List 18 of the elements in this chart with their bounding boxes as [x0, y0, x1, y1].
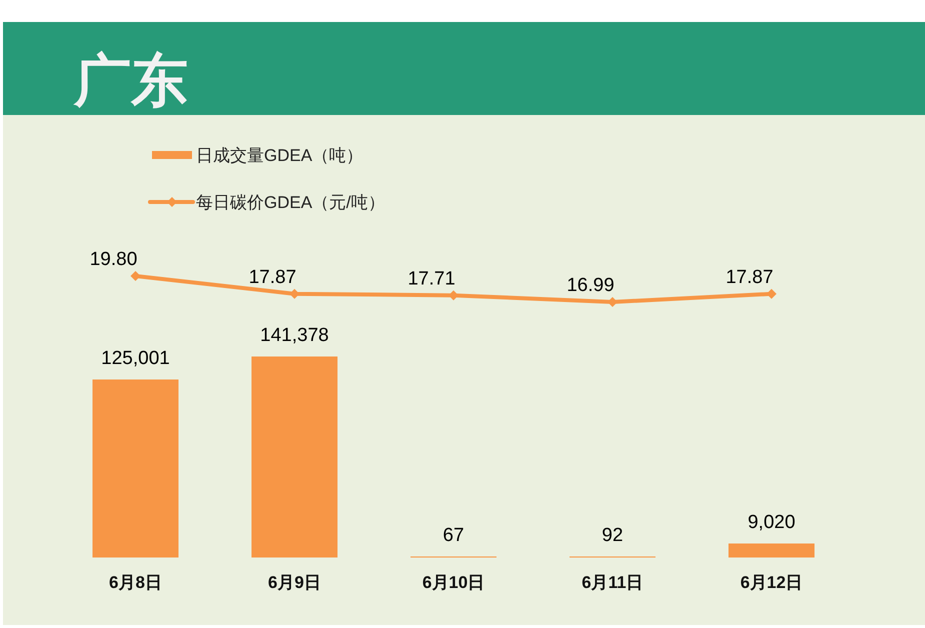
label: 19.80 [90, 249, 138, 270]
tick: 6月12日 [740, 573, 803, 592]
legend-label: 日成交量GDEA（吨） [196, 146, 364, 165]
label: 141,378 [260, 325, 329, 346]
label: 67 [442, 524, 464, 546]
tick: 6月11日 [582, 573, 644, 592]
tick: 6月8日 [109, 573, 162, 592]
tick: 6月9日 [268, 573, 321, 592]
label: 16.99 [566, 274, 614, 296]
label: 125,001 [101, 348, 170, 370]
label: 17.87 [248, 266, 296, 288]
legend-label: 每日碳价GDEA（元/吨） [196, 193, 385, 212]
label: 17.71 [408, 268, 456, 290]
label: 9,020 [748, 512, 796, 534]
title: 广东 [74, 49, 188, 113]
tick: 6月10日 [422, 573, 485, 592]
label: 92 [602, 524, 624, 546]
label: 17.87 [726, 266, 774, 288]
